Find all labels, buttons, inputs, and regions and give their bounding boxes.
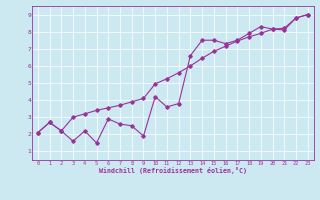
X-axis label: Windchill (Refroidissement éolien,°C): Windchill (Refroidissement éolien,°C) xyxy=(99,167,247,174)
